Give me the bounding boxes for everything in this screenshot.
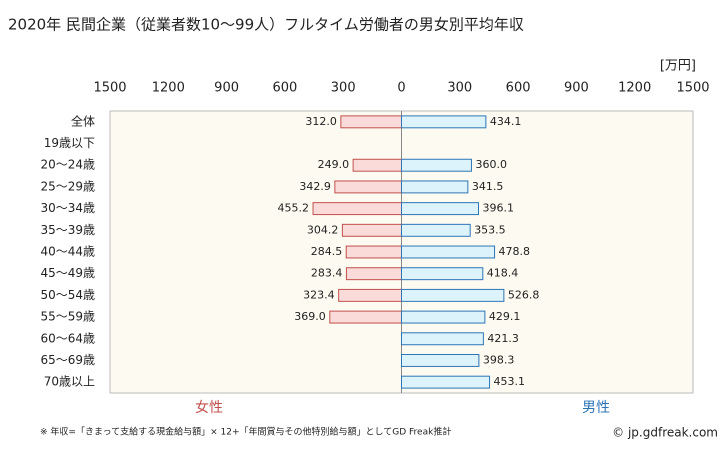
value-label: 284.5 [311,245,343,258]
bar [401,288,505,302]
value-label: 341.5 [472,180,504,193]
bar [401,223,471,237]
y-tick-label: 60～64歳 [40,331,95,345]
value-label: 312.0 [305,115,337,128]
x-tick-label: 300 [331,81,356,96]
bar [340,115,403,129]
bar [345,267,402,281]
value-label: 418.4 [487,267,519,280]
x-tick-label: 300 [447,81,472,96]
bar [401,158,472,172]
x-tick-label: 1500 [676,81,709,96]
value-label: 249.0 [318,158,350,171]
value-label: 353.5 [474,223,506,236]
legend-label: 女性 [195,399,223,416]
value-label: 429.1 [489,310,521,323]
footnote: ※ 年収=「きまって支給する現金給与額」× 12+「年間賞与その他特別給与額」と… [40,426,451,438]
x-tick-label: 0 [397,81,405,96]
value-label: 369.0 [294,310,326,323]
value-label: 396.1 [482,202,514,215]
y-tick-label: 25～29歳 [40,179,95,193]
y-tick-label: 50～54歳 [40,288,95,302]
bar [338,288,402,302]
y-tick-label: 20～24歳 [40,158,95,172]
value-label: 478.8 [499,245,531,258]
unit-label: [万円] [660,59,696,74]
bar [341,223,402,237]
bar [312,202,402,216]
value-label: 304.2 [307,223,339,236]
bar [334,180,402,194]
value-label: 526.8 [508,288,539,301]
bar [401,310,486,324]
value-label: 360.0 [475,158,507,171]
y-tick-label: 40～44歳 [40,245,95,259]
bar [401,180,469,194]
bar [401,202,479,216]
y-tick-label: 45～49歳 [40,266,95,280]
value-label: 283.4 [311,267,343,280]
x-tick-label: 900 [214,81,239,96]
value-label: 434.1 [490,115,522,128]
bar [345,245,402,259]
y-tick-label: 30～34歳 [40,201,95,215]
legend-label: 男性 [582,400,610,416]
bar [401,332,484,346]
y-tick-label: 55～59歳 [40,310,95,324]
y-tick-label: 35～39歳 [40,223,95,237]
value-label: 421.3 [487,332,519,345]
bar [401,353,480,367]
y-tick-label: 全体 [71,113,95,128]
y-tick-label: 65～69歳 [40,353,95,367]
x-tick-label: 1200 [618,81,651,96]
value-label: 455.2 [278,202,310,215]
bar [352,158,402,172]
y-tick-label: 70歳以上 [44,375,95,389]
value-label: 398.3 [483,353,515,366]
chart-title: 2020年 民間企業（従業者数10～99人）フルタイム労働者の男女別平均年収 [8,16,524,34]
source: © jp.gdfreak.com [612,426,718,440]
bar [401,115,487,129]
bar [401,267,484,281]
x-tick-label: 1500 [93,81,126,96]
bar [401,375,491,389]
x-tick-label: 1200 [152,81,185,96]
x-tick-label: 900 [564,81,589,96]
value-label: 323.4 [303,288,335,301]
y-tick-label: 19歳以下 [44,136,95,150]
x-tick-label: 600 [272,81,297,96]
bar [401,245,496,259]
x-tick-label: 600 [506,81,531,96]
bar [329,310,402,324]
value-label: 342.9 [299,180,331,193]
value-label: 453.1 [494,375,526,388]
